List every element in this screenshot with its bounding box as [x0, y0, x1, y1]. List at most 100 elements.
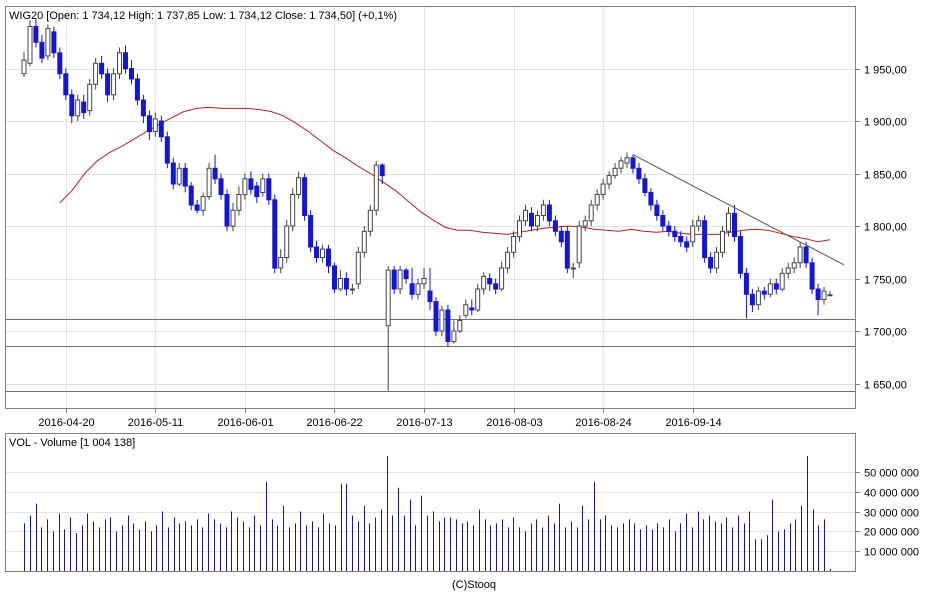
- candle-body: [373, 164, 379, 211]
- candle: [582, 215, 588, 232]
- candle-body: [212, 167, 218, 180]
- candle-body: [702, 220, 708, 259]
- candle: [117, 47, 122, 79]
- candle-body: [749, 293, 755, 306]
- candle-body: [797, 246, 803, 264]
- candle-body: [248, 178, 254, 190]
- candle: [57, 47, 63, 79]
- price-chart-title: WIG20 [Open: 1 734,12 High: 1 737,85 Low…: [9, 10, 397, 22]
- candle-body: [308, 215, 314, 248]
- candle-body: [260, 178, 266, 194]
- candle: [421, 268, 427, 289]
- candle-body: [618, 160, 624, 169]
- price-panel: [5, 6, 856, 409]
- candle-body: [582, 220, 588, 227]
- candle: [296, 171, 302, 199]
- candle: [391, 265, 397, 295]
- candle-body: [654, 204, 660, 216]
- candle-body: [558, 230, 564, 243]
- candle-body: [254, 185, 260, 198]
- candle-body: [660, 215, 666, 227]
- candle: [678, 231, 684, 247]
- candle-body: [337, 278, 343, 290]
- candle-body: [397, 269, 403, 290]
- y-tick-label: 10 000 000: [864, 547, 919, 559]
- candle-body: [678, 236, 684, 243]
- candle: [457, 315, 463, 334]
- candle-body: [493, 283, 499, 290]
- candle-body: [755, 290, 761, 306]
- candle-body: [409, 283, 415, 295]
- candle-body: [158, 120, 164, 138]
- candle-body: [552, 220, 558, 232]
- moving-average: [59, 106, 831, 243]
- candle-body: [791, 262, 797, 269]
- candle: [732, 205, 737, 242]
- candle: [552, 215, 558, 237]
- candle: [27, 20, 33, 67]
- candle: [21, 51, 27, 77]
- candle: [702, 215, 708, 263]
- y-tick-label: 40 000 000: [864, 488, 919, 500]
- candle-body: [809, 262, 815, 290]
- candle-body: [21, 59, 27, 75]
- candle: [612, 163, 618, 179]
- candle: [290, 188, 296, 232]
- candle-body: [481, 275, 487, 290]
- candle-body: [403, 269, 409, 280]
- candle-body: [314, 246, 319, 258]
- candle: [654, 199, 660, 221]
- candle-body: [606, 175, 612, 185]
- candle: [714, 247, 720, 274]
- candle: [690, 219, 696, 247]
- candle-body: [278, 257, 284, 269]
- candle-body: [732, 212, 737, 237]
- x-tick-label: 2016-06-22: [306, 417, 362, 429]
- candle: [123, 45, 128, 74]
- candle: [158, 115, 164, 142]
- candle: [182, 163, 188, 193]
- candle-body: [302, 177, 308, 216]
- candle: [278, 249, 284, 274]
- candle: [511, 231, 517, 258]
- candle-body: [594, 194, 600, 206]
- candle-body: [379, 164, 385, 177]
- trendline: [632, 154, 845, 266]
- candle: [212, 154, 218, 184]
- volume-chart-title: VOL - Volume [1 004 138]: [9, 437, 135, 449]
- candle-body: [224, 194, 230, 227]
- candle-body: [624, 157, 630, 164]
- candle-body: [176, 167, 182, 185]
- candle-body: [815, 288, 821, 300]
- candle: [242, 173, 248, 200]
- candle-body: [803, 246, 809, 264]
- candle: [248, 171, 254, 195]
- candle-body: [714, 251, 720, 269]
- candle: [451, 320, 457, 344]
- candle: [803, 241, 809, 268]
- candle: [87, 79, 93, 116]
- candle: [529, 207, 534, 232]
- candle-body: [111, 73, 117, 96]
- candle-body: [242, 178, 248, 196]
- candle: [230, 202, 236, 232]
- candle-body: [487, 278, 493, 285]
- candle-body: [684, 241, 690, 248]
- candle: [81, 94, 87, 119]
- candle-body: [588, 204, 594, 222]
- candle: [152, 112, 158, 137]
- x-tick-label: 2016-08-24: [575, 417, 631, 429]
- candle-body: [290, 194, 296, 227]
- candle: [140, 94, 146, 124]
- candle: [379, 163, 385, 184]
- price-x-axis: 2016-04-20 2016-05-11 2016-06-01 2016-06-22…: [38, 408, 722, 429]
- volume-grid: [6, 472, 855, 552]
- candlesticks: [21, 19, 833, 391]
- y-tick-label: 1 700,00: [864, 327, 907, 339]
- candle-body: [105, 73, 111, 96]
- candle-body: [720, 230, 725, 253]
- candle-body: [469, 307, 475, 311]
- candle-body: [779, 272, 785, 290]
- candle-body: [27, 26, 33, 64]
